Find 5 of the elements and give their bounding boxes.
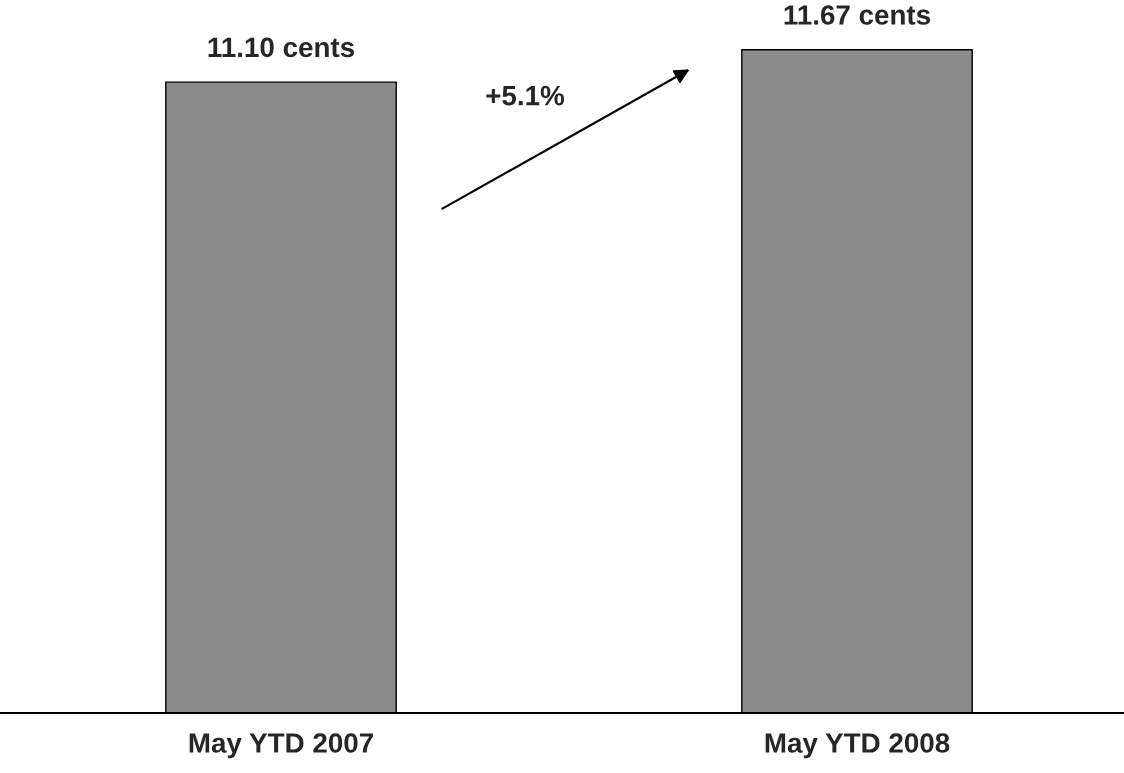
annotation: +5.1% bbox=[486, 85, 565, 106]
x-tick-label: May YTD 2007 bbox=[189, 733, 373, 759]
data-label: 11.67 cents bbox=[784, 5, 930, 25]
x-tick-label: May YTD 2008 bbox=[765, 733, 950, 759]
data-label: 11.10 cents bbox=[208, 37, 354, 58]
